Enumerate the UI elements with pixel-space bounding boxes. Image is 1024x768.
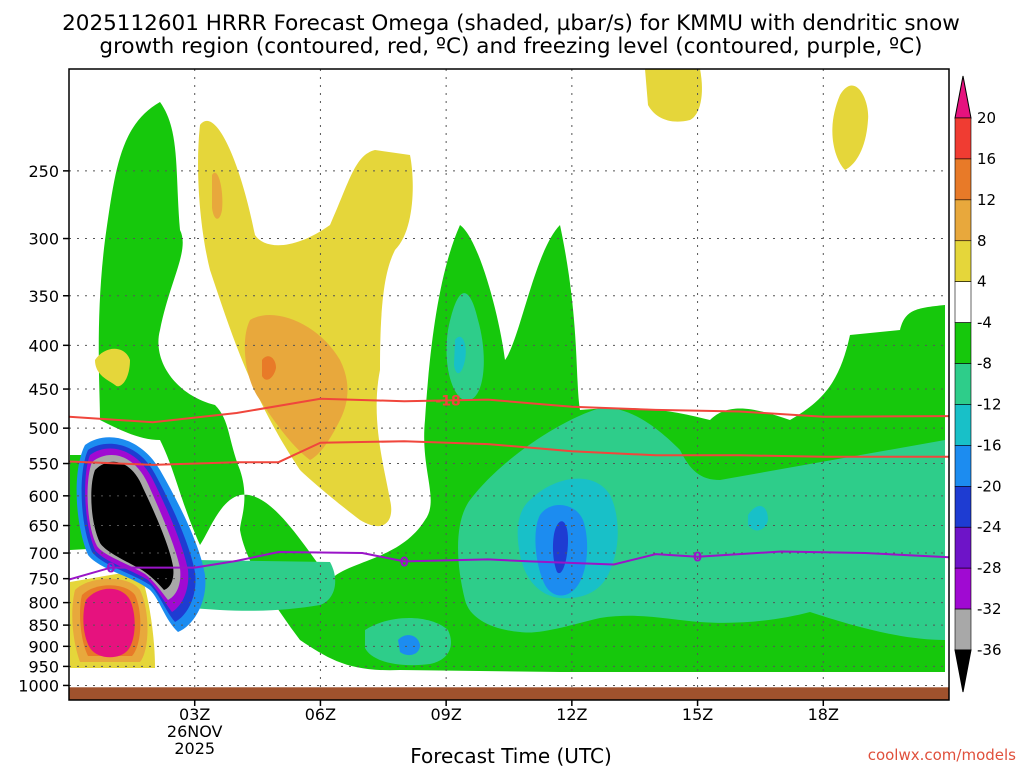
colorbar-swatch — [954, 117, 972, 160]
colorbar-swatch — [954, 486, 972, 528]
y-tick-label: 650 — [28, 517, 59, 536]
plot-area: -18 0 0 0 — [69, 69, 949, 700]
y-tick-label: 1000 — [18, 676, 59, 695]
colorbar-top-arrow — [954, 75, 972, 119]
colorbar-tick-label: -28 — [977, 559, 1002, 577]
dgz-contour-label: -18 — [435, 394, 460, 410]
colorbar-tick-label: 16 — [977, 150, 996, 168]
colorbar-tick-label: 8 — [977, 232, 987, 250]
y-axis: 250 300 350 400 450 500 550 600 650 700 750 800 850 9… — [18, 162, 69, 695]
omega-fill-blue-small — [398, 635, 420, 656]
dgz-lower-contour — [69, 440, 949, 466]
omega-fill-cyan-top — [454, 336, 466, 374]
colorbar-tick-label: -4 — [977, 314, 992, 332]
colorbar-tick-label: -32 — [977, 600, 1002, 618]
omega-fill-teal-left — [190, 560, 336, 611]
freezing-level-contour: 0 0 0 — [69, 550, 949, 581]
colorbar-swatch — [954, 526, 972, 569]
y-tick-label: 250 — [28, 162, 59, 181]
credit-text: coolwx.com/models — [868, 746, 1016, 764]
colorbar-swatch — [954, 158, 972, 201]
omega-fill-yellow-small — [95, 348, 130, 387]
y-tick-label: 450 — [28, 380, 59, 399]
colorbar: 20 16 12 8 4 -4 -8 -12 -16 -20 -24 -28 -32 -36 — [954, 75, 1002, 693]
dgz-upper-contour — [69, 397, 949, 424]
freezing-level-label: 0 — [106, 562, 115, 577]
y-tick-label: 750 — [28, 570, 59, 589]
colorbar-bottom-arrow — [954, 649, 972, 693]
y-tick-label: 300 — [28, 230, 59, 249]
colorbar-tick-label: -8 — [977, 355, 992, 373]
terrain-ground — [69, 687, 949, 700]
colorbar-swatch — [954, 608, 972, 651]
colorbar-swatch — [954, 404, 972, 446]
colorbar-tick-label: -36 — [977, 641, 1002, 659]
colorbar-tick-label: -20 — [977, 477, 1002, 495]
freezing-level-label: 0 — [400, 555, 409, 570]
colorbar-tick-label: 20 — [977, 109, 996, 127]
dendritic-contours: -18 — [69, 394, 949, 466]
omega-fill-gold — [244, 314, 348, 460]
x-tick-label: 09Z — [430, 705, 461, 724]
omega-fill-gold-thin — [212, 172, 223, 219]
colorbar-tick-label: 12 — [977, 191, 996, 209]
colorbar-swatch — [954, 363, 972, 405]
freezing-level-label: 0 — [693, 551, 702, 566]
omega-fill-cyan-right — [748, 505, 768, 531]
chart-title-line-1: 2025112601 HRRR Forecast Omega (shaded, … — [62, 11, 960, 36]
y-tick-label: 500 — [28, 419, 59, 438]
x-tick-label: 15Z — [682, 705, 713, 724]
colorbar-swatch — [954, 567, 972, 610]
x-tick-label: 06Z — [305, 705, 336, 724]
y-tick-label: 400 — [28, 336, 59, 355]
y-tick-label: 850 — [28, 616, 59, 635]
x-tick-label: 03Z — [179, 705, 210, 724]
omega-fill-yellow-far-right — [832, 85, 869, 170]
y-tick-label: 350 — [28, 287, 59, 306]
omega-fill-orange — [262, 356, 276, 380]
freezing-level-line — [69, 550, 949, 581]
colorbar-swatch — [954, 240, 972, 282]
omega-fill-cell-black — [91, 461, 174, 590]
omega-fill-yellow-topright — [645, 69, 702, 122]
colorbar-tick-label: -24 — [977, 518, 1002, 536]
omega-fill-yellow-main — [198, 120, 413, 527]
chart-title-line-2: growth region (contoured, red, ºC) and f… — [99, 34, 922, 59]
colorbar-swatch — [954, 281, 972, 323]
x-axis-title: Forecast Time (UTC) — [410, 744, 612, 768]
x-date-label: 2025 — [174, 739, 215, 758]
y-tick-label: 550 — [28, 455, 59, 474]
y-tick-label: 700 — [28, 544, 59, 563]
x-tick-label: 12Z — [556, 705, 587, 724]
colorbar-tick-label: -16 — [977, 436, 1002, 454]
colorbar-swatch — [954, 322, 972, 364]
x-tick-label: 18Z — [808, 705, 839, 724]
omega-fill-dark-blue — [552, 521, 568, 574]
colorbar-swatch — [954, 199, 972, 242]
colorbar-tick-label: 4 — [977, 273, 987, 291]
y-tick-label: 900 — [28, 637, 59, 656]
omega-fill-magenta — [83, 588, 135, 658]
x-date-label: 26NOV — [167, 722, 223, 741]
colorbar-swatch — [954, 445, 972, 487]
y-tick-label: 600 — [28, 487, 59, 506]
colorbar-tick-label: -12 — [977, 395, 1002, 413]
y-tick-label: 950 — [28, 657, 59, 676]
y-tick-label: 800 — [28, 594, 59, 613]
plot-frame — [68, 68, 950, 701]
gridlines — [69, 69, 949, 700]
